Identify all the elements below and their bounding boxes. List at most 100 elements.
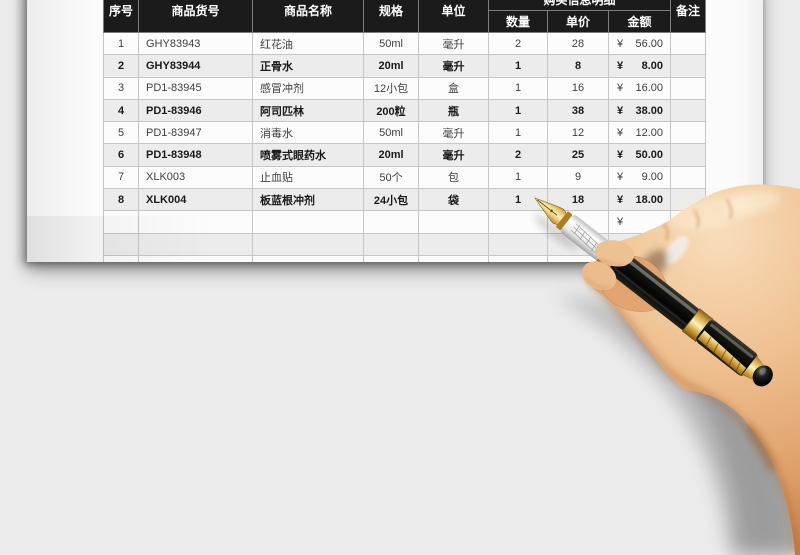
cell-amount[interactable]: ¥50.00 bbox=[608, 143, 671, 167]
cell-remark[interactable] bbox=[670, 165, 706, 190]
cell-spec[interactable]: 12小包 bbox=[363, 76, 419, 100]
cell-remark[interactable] bbox=[670, 188, 706, 212]
cell-qty[interactable] bbox=[488, 254, 548, 262]
cell-name[interactable]: 止血贴 bbox=[252, 165, 364, 190]
cell-price[interactable]: 18 bbox=[547, 188, 609, 212]
cell-code[interactable] bbox=[138, 232, 253, 256]
col-header-remark[interactable]: 备注 bbox=[670, 0, 706, 33]
cell-amount[interactable] bbox=[608, 232, 671, 256]
cell-qty[interactable]: 1 bbox=[488, 121, 548, 145]
col-header-amount[interactable]: 金额 bbox=[608, 10, 671, 33]
cell-amount[interactable]: ¥ bbox=[608, 210, 671, 234]
col-header-code[interactable]: 商品货号 bbox=[138, 0, 253, 33]
cell-unit[interactable] bbox=[418, 254, 489, 262]
cell-no[interactable]: 4 bbox=[103, 98, 139, 123]
cell-name[interactable]: 喷雾式眼药水 bbox=[252, 143, 364, 167]
col-header-qty[interactable]: 数量 bbox=[488, 10, 548, 33]
cell-qty[interactable]: 1 bbox=[488, 98, 548, 123]
col-header-price[interactable]: 单价 bbox=[547, 10, 609, 33]
cell-spec[interactable] bbox=[363, 232, 419, 256]
cell-name[interactable] bbox=[252, 210, 364, 234]
cell-code[interactable]: PD1-83945 bbox=[138, 76, 253, 100]
cell-amount[interactable] bbox=[608, 254, 671, 262]
cell-remark[interactable] bbox=[670, 210, 706, 234]
cell-code[interactable]: PD1-83946 bbox=[138, 98, 253, 123]
cell-no[interactable] bbox=[103, 254, 139, 262]
cell-unit[interactable]: 毫升 bbox=[418, 143, 489, 167]
cell-amount[interactable]: ¥8.00 bbox=[608, 54, 671, 78]
cell-code[interactable] bbox=[138, 254, 253, 262]
cell-unit[interactable] bbox=[418, 232, 489, 256]
cell-amount[interactable]: ¥16.00 bbox=[608, 76, 671, 100]
cell-price[interactable] bbox=[547, 232, 609, 256]
cell-qty[interactable]: 2 bbox=[488, 31, 548, 56]
cell-qty[interactable]: 1 bbox=[488, 54, 548, 78]
cell-amount[interactable]: ¥38.00 bbox=[608, 98, 671, 123]
cell-price[interactable] bbox=[547, 210, 609, 234]
cell-amount[interactable]: ¥18.00 bbox=[608, 188, 671, 212]
cell-code[interactable]: PD1-83948 bbox=[138, 143, 253, 167]
cell-remark[interactable] bbox=[670, 254, 706, 262]
cell-unit[interactable]: 袋 bbox=[418, 188, 489, 212]
cell-qty[interactable] bbox=[488, 232, 548, 256]
cell-no[interactable]: 6 bbox=[103, 143, 139, 167]
cell-code[interactable]: GHY83943 bbox=[138, 31, 253, 56]
cell-qty[interactable]: 1 bbox=[488, 165, 548, 190]
cell-unit[interactable]: 毫升 bbox=[418, 31, 489, 56]
cell-unit[interactable] bbox=[418, 210, 489, 234]
cell-name[interactable]: 红花油 bbox=[252, 31, 364, 56]
cell-no[interactable]: 8 bbox=[103, 188, 139, 212]
cell-name[interactable] bbox=[252, 232, 364, 256]
cell-remark[interactable] bbox=[670, 121, 706, 145]
cell-remark[interactable] bbox=[670, 54, 706, 78]
cell-price[interactable]: 28 bbox=[547, 31, 609, 56]
cell-qty[interactable]: 1 bbox=[488, 76, 548, 100]
cell-price[interactable] bbox=[547, 254, 609, 262]
cell-spec[interactable] bbox=[363, 210, 419, 234]
cell-name[interactable]: 板蓝根冲剂 bbox=[252, 188, 364, 212]
cell-price[interactable]: 9 bbox=[547, 165, 609, 190]
cell-unit[interactable]: 毫升 bbox=[418, 121, 489, 145]
cell-code[interactable] bbox=[138, 210, 253, 234]
cell-spec[interactable]: 20ml bbox=[363, 143, 419, 167]
cell-no[interactable]: 2 bbox=[103, 54, 139, 78]
col-header-no[interactable]: 序号 bbox=[103, 0, 139, 33]
cell-remark[interactable] bbox=[670, 232, 706, 256]
cell-price[interactable]: 12 bbox=[547, 121, 609, 145]
cell-price[interactable]: 16 bbox=[547, 76, 609, 100]
cell-remark[interactable] bbox=[670, 143, 706, 167]
cell-name[interactable]: 感冒冲剂 bbox=[252, 76, 364, 100]
cell-remark[interactable] bbox=[670, 98, 706, 123]
cell-no[interactable]: 7 bbox=[103, 165, 139, 190]
cell-code[interactable]: XLK004 bbox=[138, 188, 253, 212]
col-header-name[interactable]: 商品名称 bbox=[252, 0, 364, 33]
cell-spec[interactable]: 24小包 bbox=[363, 188, 419, 212]
cell-qty[interactable]: 2 bbox=[488, 143, 548, 167]
cell-spec[interactable]: 200粒 bbox=[363, 98, 419, 123]
cell-code[interactable]: GHY83944 bbox=[138, 54, 253, 78]
cell-unit[interactable]: 瓶 bbox=[418, 98, 489, 123]
cell-unit[interactable]: 包 bbox=[418, 165, 489, 190]
cell-name[interactable]: 消毒水 bbox=[252, 121, 364, 145]
cell-amount[interactable]: ¥9.00 bbox=[608, 165, 671, 190]
cell-spec[interactable]: 50个 bbox=[363, 165, 419, 190]
cell-no[interactable] bbox=[103, 232, 139, 256]
cell-no[interactable]: 3 bbox=[103, 76, 139, 100]
cell-name[interactable]: 正骨水 bbox=[252, 54, 364, 78]
cell-remark[interactable] bbox=[670, 31, 706, 56]
cell-qty[interactable] bbox=[488, 210, 548, 234]
cell-spec[interactable]: 20ml bbox=[363, 54, 419, 78]
cell-spec[interactable]: 50ml bbox=[363, 31, 419, 56]
cell-price[interactable]: 38 bbox=[547, 98, 609, 123]
cell-unit[interactable]: 盒 bbox=[418, 76, 489, 100]
col-header-unit[interactable]: 单位 bbox=[418, 0, 489, 33]
cell-amount[interactable]: ¥56.00 bbox=[608, 31, 671, 56]
col-header-purchase-detail-group[interactable]: 购买信息明细 bbox=[488, 0, 671, 11]
cell-no[interactable] bbox=[103, 210, 139, 234]
cell-qty[interactable]: 1 bbox=[488, 188, 548, 212]
cell-unit[interactable]: 毫升 bbox=[418, 54, 489, 78]
cell-spec[interactable]: 50ml bbox=[363, 121, 419, 145]
col-header-spec[interactable]: 规格 bbox=[363, 0, 419, 33]
cell-price[interactable]: 8 bbox=[547, 54, 609, 78]
cell-amount[interactable]: ¥12.00 bbox=[608, 121, 671, 145]
